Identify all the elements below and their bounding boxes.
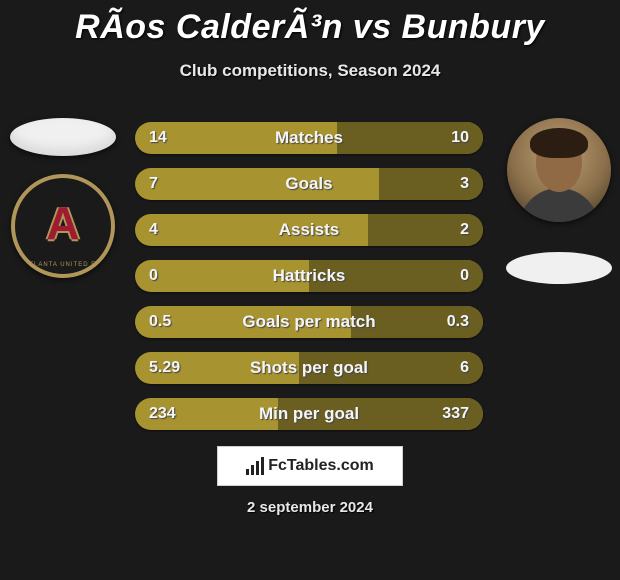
chart-icon (246, 457, 264, 475)
stat-left-value: 234 (149, 398, 176, 430)
stat-row: 14Matches10 (135, 122, 483, 154)
right-player-column (504, 118, 614, 284)
stat-left-value: 14 (149, 122, 167, 154)
right-player-avatar (507, 118, 611, 222)
stat-row: 7Goals3 (135, 168, 483, 200)
stat-fill (351, 306, 483, 338)
stat-fill (337, 122, 483, 154)
stat-left-value: 5.29 (149, 352, 180, 384)
stat-left-value: 0.5 (149, 306, 171, 338)
left-player-column (8, 118, 118, 278)
date-label: 2 september 2024 (0, 499, 620, 516)
branding-badge: FcTables.com (217, 446, 403, 486)
page-title: RÃos CalderÃ³n vs Bunbury (0, 0, 620, 47)
right-team-logo (506, 252, 612, 284)
stat-row: 5.29Shots per goal6 (135, 352, 483, 384)
stat-left-value: 7 (149, 168, 158, 200)
branding-text: FcTables.com (268, 457, 374, 475)
stat-row: 4Assists2 (135, 214, 483, 246)
stat-left-value: 0 (149, 260, 158, 292)
stat-row: 0.5Goals per match0.3 (135, 306, 483, 338)
stat-fill (309, 260, 483, 292)
stat-row: 0Hattricks0 (135, 260, 483, 292)
left-team-logo (11, 174, 115, 278)
stat-fill (299, 352, 483, 384)
stat-fill (368, 214, 483, 246)
stats-panel: 14Matches10 7Goals3 4Assists2 0Hattricks0 0.… (135, 122, 483, 430)
left-player-avatar (10, 118, 116, 156)
subtitle: Club competitions, Season 2024 (0, 61, 620, 81)
stat-fill (278, 398, 483, 430)
stat-left-value: 4 (149, 214, 158, 246)
stat-row: 234Min per goal337 (135, 398, 483, 430)
stat-fill (379, 168, 483, 200)
